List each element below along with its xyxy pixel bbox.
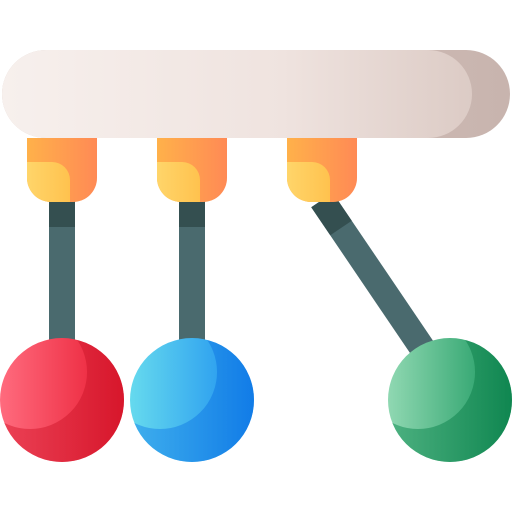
- string-middle: [179, 195, 205, 345]
- clamps: [27, 138, 357, 202]
- string-left: [49, 195, 75, 345]
- ball-green: [388, 338, 512, 462]
- string-right: [311, 192, 436, 360]
- clamp-right: [287, 138, 357, 202]
- clamp-left: [27, 138, 97, 202]
- balls: [0, 338, 512, 462]
- clamp-middle: [157, 138, 227, 202]
- pendulum-strings: [49, 192, 436, 360]
- top-bar: [2, 50, 510, 138]
